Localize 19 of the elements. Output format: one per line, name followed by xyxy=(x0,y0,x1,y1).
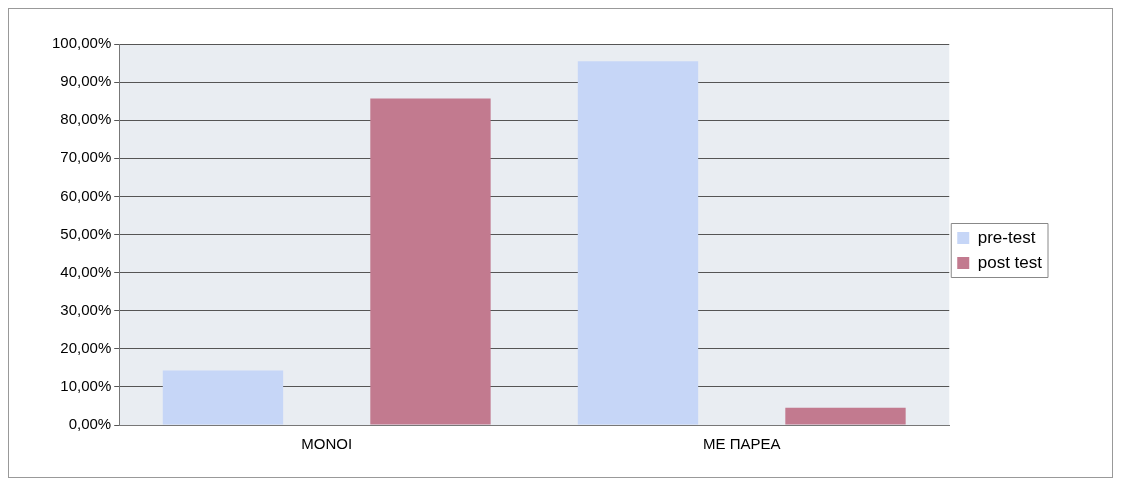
y-tick-label: 0,00% xyxy=(68,415,112,433)
y-tick-label: 50,00% xyxy=(60,224,112,242)
y-tick-label: 20,00% xyxy=(60,338,112,356)
y-tick-label: 100,00% xyxy=(52,34,112,52)
y-tick-label: 10,00% xyxy=(60,377,112,395)
bar xyxy=(785,407,906,425)
bar xyxy=(577,61,699,425)
bar xyxy=(370,98,491,425)
y-tick-label: 30,00% xyxy=(60,300,112,318)
x-tick-label: ΜΟΝΟΙ xyxy=(301,435,353,453)
y-tick-label: 90,00% xyxy=(60,72,112,90)
y-tick-label: 40,00% xyxy=(60,262,112,280)
legend-label: post test xyxy=(977,252,1043,272)
y-tick-label: 70,00% xyxy=(60,148,112,166)
bar xyxy=(162,370,284,425)
legend-label: pre-test xyxy=(977,227,1036,247)
x-tick-label: ΜΕ ΠΑΡΕΑ xyxy=(702,435,781,453)
y-tick-label: 80,00% xyxy=(60,110,112,128)
y-tick-label: 60,00% xyxy=(60,186,112,204)
